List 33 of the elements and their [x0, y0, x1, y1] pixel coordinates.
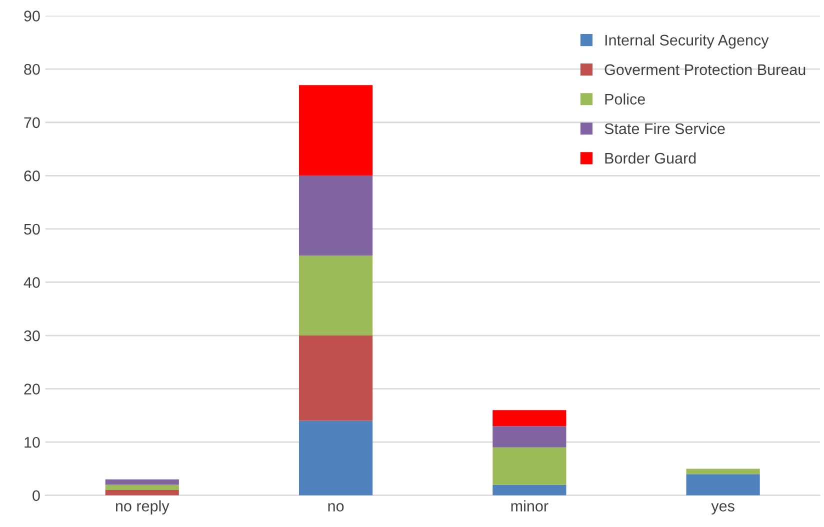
bar [492, 426, 566, 448]
y-tick-label: 50 [24, 224, 40, 235]
bar [298, 256, 373, 336]
bar [492, 410, 566, 426]
bar [492, 447, 566, 485]
bar [686, 474, 760, 496]
legend-label: Border Guard [605, 152, 696, 164]
bar [298, 176, 373, 256]
x-tick-label: no reply [116, 500, 170, 514]
y-tick-label: 0 [32, 490, 40, 502]
x-tick-label: minor [511, 500, 548, 512]
y-tick-label: 20 [24, 384, 40, 394]
bar [686, 468, 760, 474]
legend-label: State Fire Service [604, 122, 725, 134]
y-tick-label: 90 [24, 10, 40, 22]
legend-label: Internal Security Agency [605, 34, 769, 49]
bar [298, 420, 373, 496]
bar [105, 479, 179, 485]
y-tick-label: 60 [24, 170, 40, 182]
legend-label: Goverment Protection Bureau [604, 64, 806, 76]
y-tick-label: 10 [24, 436, 40, 448]
bar [492, 484, 566, 496]
x-tick-label: yes [711, 503, 734, 514]
legend-label: Police [605, 93, 645, 105]
y-tick-label: 40 [24, 277, 40, 288]
bar [298, 336, 373, 421]
bar [105, 490, 179, 496]
y-tick-label: 80 [24, 64, 40, 75]
y-tick-label: 70 [24, 117, 40, 128]
y-tick-label: 30 [24, 330, 40, 342]
x-tick-label: no [328, 503, 344, 512]
bar [298, 85, 373, 176]
bar [105, 484, 179, 490]
